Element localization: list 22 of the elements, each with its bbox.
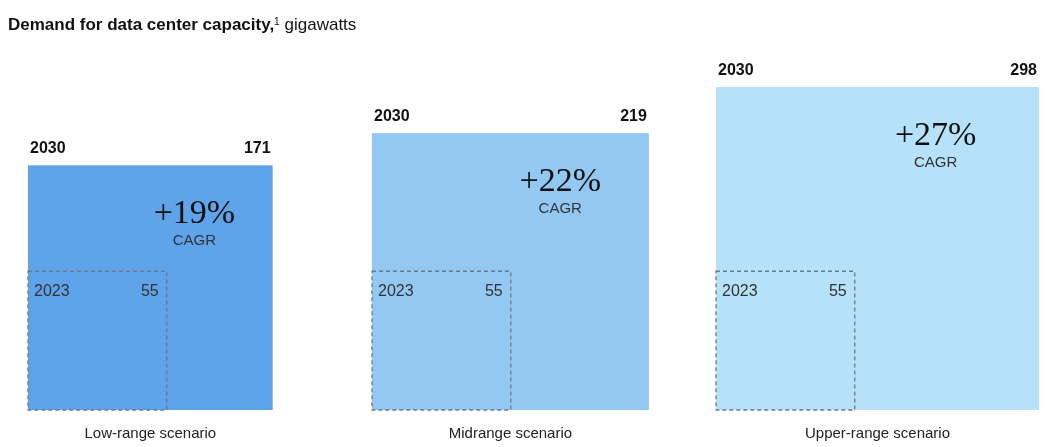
text: 2023 xyxy=(378,282,414,300)
category-label: Upper-range scenario xyxy=(804,424,951,441)
text: CAGR xyxy=(172,231,217,249)
data-label: 55 xyxy=(484,282,503,300)
data-label: 55 xyxy=(828,282,847,300)
data-label: 298 xyxy=(1010,61,1038,78)
text: Demand for data center capacity,$^{1}$ gigawatts xyxy=(8,15,357,34)
text: 2030 xyxy=(718,61,754,78)
text: +22% xyxy=(519,161,602,199)
text: 2023 xyxy=(722,282,758,300)
text: CAGR xyxy=(913,153,958,170)
data-label: 219 xyxy=(620,107,647,125)
series-label: 2023 xyxy=(34,282,70,300)
text: 2030 xyxy=(374,107,410,125)
data-label: 55 xyxy=(140,282,159,300)
text: +19% xyxy=(153,193,236,231)
text: +27% xyxy=(894,115,977,152)
text: CAGR xyxy=(538,199,582,217)
data-label: 171 xyxy=(243,139,271,157)
category-label: Midrange scenario xyxy=(448,424,573,441)
category-label: Low-range scenario xyxy=(84,424,217,441)
text: 2030 xyxy=(30,139,66,157)
